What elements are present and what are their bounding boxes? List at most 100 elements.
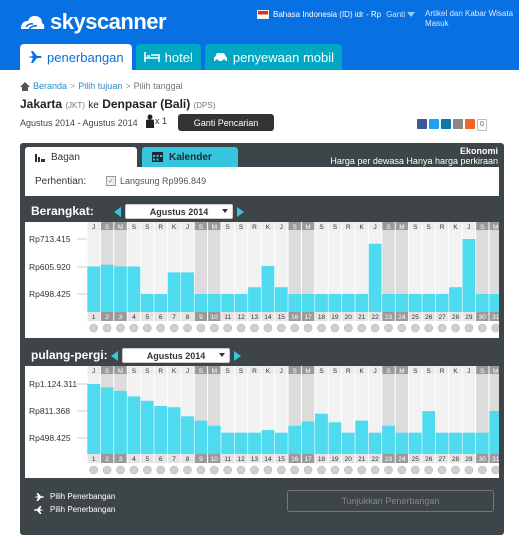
day-select-radio[interactable] (491, 465, 499, 475)
facebook-icon[interactable] (417, 119, 427, 129)
price-bar[interactable] (395, 432, 409, 454)
price-bar[interactable] (167, 407, 181, 454)
day-select-radio[interactable] (343, 465, 353, 475)
day-select-radio[interactable] (236, 323, 246, 333)
next-month-arrow-icon[interactable] (234, 350, 241, 361)
price-bar[interactable] (489, 294, 499, 312)
day-select-radio[interactable] (143, 465, 152, 475)
price-bar[interactable] (355, 294, 369, 312)
day-select-radio[interactable] (370, 465, 380, 475)
price-bar[interactable] (274, 432, 288, 454)
price-bar[interactable] (489, 411, 499, 454)
day-select-radio[interactable] (343, 323, 353, 333)
price-bar[interactable] (274, 287, 288, 312)
day-select-radio[interactable] (397, 465, 407, 475)
price-bar[interactable] (462, 432, 476, 454)
price-bar[interactable] (234, 432, 248, 454)
tab-flights[interactable]: penerbangan (20, 44, 132, 70)
price-bar[interactable] (395, 294, 409, 312)
price-bar[interactable] (140, 294, 154, 312)
day-select-radio[interactable] (156, 465, 165, 475)
return-month-select[interactable]: Agustus 2014 (122, 348, 230, 363)
price-bar[interactable] (127, 396, 141, 454)
price-bar[interactable] (114, 390, 127, 454)
day-select-radio[interactable] (357, 323, 367, 333)
price-bar[interactable] (167, 272, 181, 312)
price-bar[interactable] (221, 294, 235, 312)
price-bar[interactable] (114, 266, 127, 312)
price-bar[interactable] (194, 420, 208, 454)
day-select-radio[interactable] (89, 323, 98, 333)
price-bar[interactable] (449, 432, 462, 454)
price-bar[interactable] (87, 384, 101, 454)
day-select-radio[interactable] (263, 465, 273, 475)
price-bar[interactable] (288, 294, 302, 312)
day-select-radio[interactable] (102, 323, 112, 333)
price-bar[interactable] (248, 432, 261, 454)
day-select-radio[interactable] (290, 465, 300, 475)
price-bar[interactable] (422, 411, 436, 454)
price-bar[interactable] (368, 243, 382, 312)
article-and-login-links[interactable]: Artikel dan Kabar Wisata Masuk (425, 9, 514, 28)
day-select-radio[interactable] (410, 465, 420, 475)
day-select-radio[interactable] (477, 323, 487, 333)
skyscanner-logo[interactable]: skyscanner (18, 9, 167, 35)
change-language-link[interactable]: Ganti (386, 10, 406, 19)
day-select-radio[interactable] (183, 465, 192, 475)
day-select-radio[interactable] (102, 465, 112, 475)
twitter-icon[interactable] (429, 119, 439, 129)
day-select-radio[interactable] (424, 323, 434, 333)
price-bar[interactable] (154, 405, 168, 454)
price-bar[interactable] (301, 294, 315, 312)
change-search-button[interactable]: Ganti Pencarian (178, 114, 274, 131)
day-select-radio[interactable] (370, 323, 380, 333)
price-bar[interactable] (408, 432, 422, 454)
price-bar[interactable] (355, 420, 369, 454)
day-select-radio[interactable] (263, 323, 273, 333)
price-bar[interactable] (315, 413, 328, 454)
linkedin-icon[interactable] (441, 119, 451, 129)
day-select-radio[interactable] (317, 465, 326, 475)
outbound-month-select[interactable]: Agustus 2014 (125, 204, 233, 219)
price-bar[interactable] (475, 294, 489, 312)
day-select-radio[interactable] (156, 323, 165, 333)
price-bar[interactable] (234, 294, 248, 312)
language-selector[interactable]: Bahasa Indonesia (ID) idr - Rp Ganti (257, 10, 416, 19)
day-select-radio[interactable] (451, 465, 460, 475)
day-select-radio[interactable] (143, 323, 152, 333)
day-select-radio[interactable] (196, 323, 206, 333)
day-select-radio[interactable] (116, 323, 125, 333)
show-flights-button[interactable]: Tunjukkan Penerbangan (287, 490, 494, 512)
breadcrumb-destination[interactable]: Pilih tujuan (78, 81, 123, 91)
day-select-radio[interactable] (250, 323, 259, 333)
day-select-radio[interactable] (89, 465, 98, 475)
plus-share-icon[interactable] (465, 119, 475, 129)
day-select-radio[interactable] (290, 323, 300, 333)
price-bar[interactable] (435, 432, 449, 454)
day-select-radio[interactable] (129, 323, 139, 333)
day-select-radio[interactable] (210, 323, 219, 333)
day-select-radio[interactable] (129, 465, 139, 475)
price-bar[interactable] (449, 287, 462, 312)
day-select-radio[interactable] (330, 323, 340, 333)
direct-checkbox[interactable]: ✓ (106, 176, 116, 186)
day-select-radio[interactable] (384, 465, 393, 475)
email-icon[interactable] (453, 119, 463, 129)
day-select-radio[interactable] (317, 323, 326, 333)
tab-hotel[interactable]: hotel (135, 44, 201, 70)
day-select-radio[interactable] (464, 323, 474, 333)
day-select-radio[interactable] (116, 465, 125, 475)
day-select-radio[interactable] (424, 465, 434, 475)
price-bar[interactable] (341, 294, 355, 312)
day-select-radio[interactable] (236, 465, 246, 475)
day-select-radio[interactable] (223, 323, 232, 333)
price-bar[interactable] (221, 432, 235, 454)
price-bar[interactable] (408, 294, 422, 312)
prev-month-arrow-icon[interactable] (111, 350, 118, 361)
price-bar[interactable] (181, 272, 194, 312)
day-select-radio[interactable] (410, 323, 420, 333)
day-select-radio[interactable] (437, 465, 447, 475)
price-bar[interactable] (341, 432, 355, 454)
day-select-radio[interactable] (477, 465, 487, 475)
price-bar[interactable] (475, 432, 489, 454)
